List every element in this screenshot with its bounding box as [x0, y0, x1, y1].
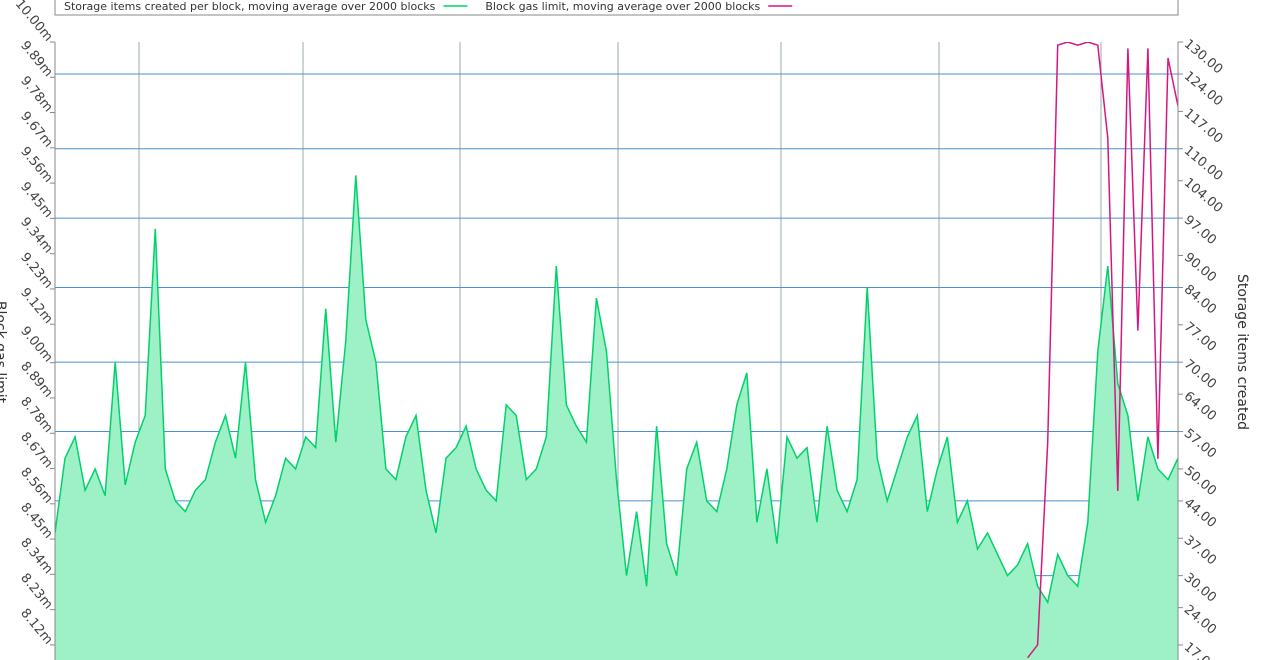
- y-tick-label: 8.34m: [17, 535, 55, 577]
- y-tick-label: 9.23m: [17, 250, 55, 292]
- legend-box: [54, 0, 1179, 16]
- y-tick-label: 8.67m: [17, 430, 55, 472]
- y2-tick-label: 57.00: [1181, 426, 1219, 461]
- y2-tick-label: 124.00: [1181, 69, 1225, 110]
- y2-tick-label: 84.00: [1181, 282, 1219, 317]
- y-tick-label: 8.23m: [17, 571, 55, 613]
- y2-tick-label: 64.00: [1181, 389, 1219, 424]
- y-tick-label: 8.89m: [17, 359, 55, 401]
- y-tick-label: 9.45m: [17, 179, 55, 221]
- y2-tick-label: 104.00: [1181, 175, 1225, 216]
- y2-tick-label: 77.00: [1181, 319, 1219, 354]
- series-line: [1027, 42, 1178, 659]
- y2-tick-label: 44.00: [1181, 496, 1219, 531]
- y-tick-label: 9.00m: [17, 324, 55, 366]
- legend-label: Block gas limit, moving average over 200…: [485, 0, 760, 13]
- y-tick-label: 9.34m: [17, 215, 55, 257]
- y2-tick-label: 17.00: [1181, 640, 1219, 660]
- y-tick-label: 9.12m: [17, 285, 55, 327]
- y2-tick-label: 50.00: [1181, 464, 1219, 499]
- y2-tick-label: 24.00: [1181, 602, 1219, 637]
- legend-label: Storage items created per block, moving …: [64, 0, 436, 13]
- y-tick-label: 8.78m: [17, 394, 55, 436]
- y2-axis-title: Storage items created: [1234, 274, 1250, 430]
- area-fill: [55, 175, 1178, 660]
- y-axis-title: Block gas limit: [0, 301, 8, 404]
- y-tick-label: 9.56m: [17, 144, 55, 186]
- y-tick-label: 8.56m: [17, 465, 55, 507]
- y2-tick-label: 30.00: [1181, 570, 1219, 605]
- y2-tick-label: 117.00: [1181, 106, 1225, 147]
- y-tick-label: 9.67m: [17, 109, 55, 151]
- y2-tick-label: 37.00: [1181, 533, 1219, 568]
- y-tick-label: 8.45m: [17, 500, 55, 542]
- y-tick-label: 9.78m: [17, 74, 55, 116]
- series-line: [55, 175, 1178, 605]
- y2-tick-label: 70.00: [1181, 357, 1219, 392]
- y2-tick-label: 90.00: [1181, 250, 1219, 285]
- y-tick-label: 8.12m: [17, 606, 55, 648]
- y2-tick-label: 97.00: [1181, 213, 1219, 248]
- y-tick-label: 9.89m: [17, 38, 55, 80]
- plot-area: [55, 42, 1178, 660]
- y-tick-label: 10.00m: [12, 0, 56, 45]
